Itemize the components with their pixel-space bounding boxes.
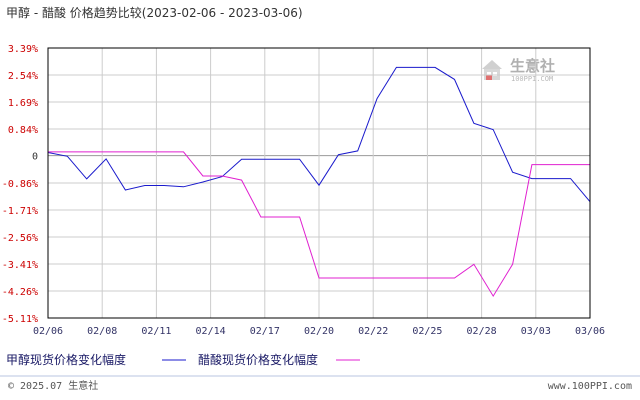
y-tick-label: 3.39% — [8, 44, 38, 55]
legend: 甲醇现货价格变化幅度 醋酸现货价格变化幅度 — [6, 352, 360, 367]
y-tick-label: 2.54% — [8, 71, 38, 82]
x-tick-label: 02/25 — [412, 326, 442, 337]
x-tick-label: 02/08 — [87, 326, 117, 337]
watermark: 生意社 100PPI.COM — [482, 57, 555, 83]
x-tick-label: 02/06 — [33, 326, 63, 337]
watermark-logo-icon — [482, 60, 502, 80]
y-tick-label: -5.11% — [2, 314, 38, 325]
y-tick-label: -0.86% — [2, 179, 38, 190]
y-tick-label: -3.41% — [2, 260, 38, 271]
x-tick-label: 02/28 — [467, 326, 497, 337]
y-tick-label: -4.26% — [2, 287, 38, 298]
y-axis-ticks: 3.39% 2.54% 1.69% 0.84% 0 -0.86% -1.71% -2.56% -… — [2, 44, 38, 325]
footer-site: www.100PPI.com — [548, 381, 632, 392]
y-tick-label: -1.71% — [2, 206, 38, 217]
y-tick-label: 0.84% — [8, 125, 38, 136]
x-tick-label: 02/17 — [250, 326, 280, 337]
series-line-acetic-acid — [48, 151, 590, 298]
series-line-methanol — [47, 66, 591, 203]
watermark-brand: 生意社 — [510, 57, 555, 75]
legend-label-acetic-acid: 醋酸现货价格变化幅度 — [198, 352, 318, 367]
x-tick-label: 03/06 — [575, 326, 605, 337]
y-tick-label: 1.69% — [8, 98, 38, 109]
x-tick-label: 02/20 — [304, 326, 334, 337]
y-tick-label: -2.56% — [2, 233, 38, 244]
x-tick-label: 03/03 — [521, 326, 551, 337]
footer-copyright: © 2025.07 生意社 — [8, 379, 98, 392]
chart-title: 甲醇 - 醋酸 价格趋势比较(2023-02-06 - 2023-03-06) — [6, 5, 303, 20]
legend-label-methanol: 甲醇现货价格变化幅度 — [6, 352, 126, 367]
plot-frame — [47, 47, 591, 319]
x-tick-label: 02/11 — [141, 326, 171, 337]
series-lines — [47, 66, 591, 298]
x-axis-ticks: 02/06 02/08 02/11 02/14 02/17 02/20 02/22 02/25… — [33, 326, 605, 337]
watermark-url: 100PPI.COM — [511, 75, 553, 83]
y-tick-label: 0 — [32, 152, 38, 163]
x-tick-label: 02/14 — [196, 326, 226, 337]
x-tick-label: 02/22 — [358, 326, 388, 337]
